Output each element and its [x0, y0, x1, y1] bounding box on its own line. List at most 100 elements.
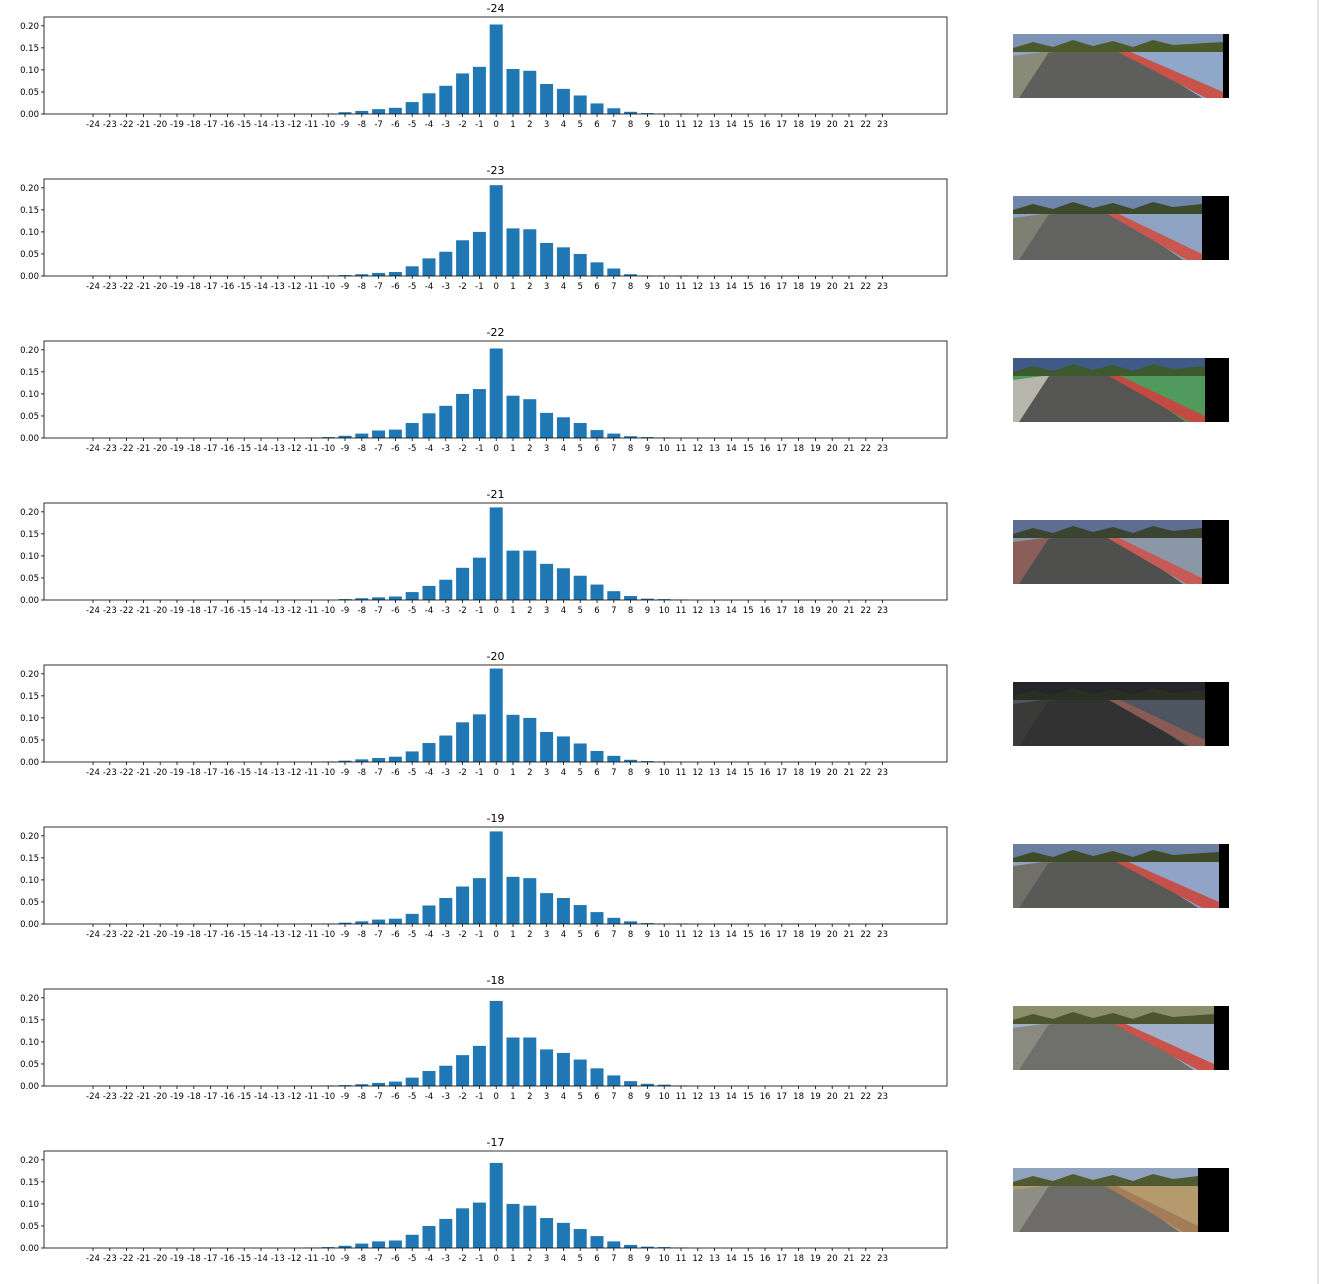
x-tick-label: 23	[877, 930, 888, 940]
bar	[506, 69, 520, 114]
x-tick-label: -22	[120, 930, 134, 940]
x-tick-label: 6	[594, 768, 599, 778]
x-tick-label: 18	[793, 930, 804, 940]
x-tick-label: 0	[493, 606, 498, 616]
bar	[489, 1000, 503, 1086]
x-tick-label: 16	[760, 1092, 771, 1102]
x-tick-label: -21	[136, 444, 150, 454]
bar	[556, 88, 570, 114]
x-tick-label: 14	[726, 282, 737, 292]
x-tick-label: -1	[475, 1254, 483, 1264]
x-tick-label: -7	[374, 282, 382, 292]
x-tick-label: -21	[136, 282, 150, 292]
x-tick-label: 12	[692, 930, 703, 940]
x-tick-label: 4	[561, 444, 566, 454]
x-tick-label: -1	[475, 444, 483, 454]
bar	[573, 253, 587, 276]
histogram-chart: -210.000.050.100.150.20-24 -23 -22 -21 -20 -1…	[20, 488, 948, 616]
bar	[540, 732, 554, 762]
x-tick-label: 17	[776, 930, 787, 940]
x-tick-label: -19	[170, 1092, 184, 1102]
bar	[405, 913, 419, 924]
x-tick-label: -13	[271, 768, 285, 778]
x-tick-label: 4	[561, 120, 566, 130]
bar	[456, 567, 470, 600]
histogram-chart: -170.000.050.100.150.20-24 -23 -22 -21 -20 -1…	[20, 1136, 948, 1264]
x-tick-label: -4	[425, 930, 433, 940]
y-tick-label: 0.15	[20, 206, 39, 216]
bar	[590, 262, 604, 276]
y-tick-label: 0.05	[20, 898, 39, 908]
bar	[540, 84, 554, 114]
x-tick-label: -11	[304, 1254, 318, 1264]
x-tick-label: -16	[220, 282, 234, 292]
histogram-column: -240.000.050.100.150.20-24 -23 -22 -21 -20 -1…	[20, 2, 948, 1264]
x-tick-label: -8	[358, 1092, 366, 1102]
bar	[624, 759, 638, 762]
y-tick-label: 0.20	[20, 508, 39, 518]
x-tick-label: -4	[425, 1092, 433, 1102]
x-tick-label: 19	[810, 606, 821, 616]
x-tick-label: -22	[120, 120, 134, 130]
x-tick-label: 12	[692, 606, 703, 616]
x-tick-label: -20	[153, 1254, 167, 1264]
x-tick-label: 13	[709, 606, 720, 616]
x-tick-label: 11	[676, 282, 687, 292]
x-tick-label: -11	[304, 1092, 318, 1102]
x-tick-label: 21	[844, 120, 855, 130]
x-tick-label: -23	[103, 606, 117, 616]
x-tick-label: -9	[341, 120, 349, 130]
x-tick-label: -3	[442, 930, 450, 940]
x-tick-label: 23	[877, 282, 888, 292]
x-tick-label: 2	[527, 1254, 532, 1264]
x-tick-label: -13	[271, 1092, 285, 1102]
x-tick-label: -19	[170, 606, 184, 616]
x-tick-label: 15	[743, 1254, 754, 1264]
bar	[556, 736, 570, 762]
x-tick-label: -15	[237, 1254, 251, 1264]
x-tick-label: 10	[659, 768, 670, 778]
bar	[372, 597, 386, 600]
x-tick-label: 22	[860, 768, 871, 778]
bar	[573, 575, 587, 600]
chart-title: -24	[487, 2, 505, 15]
x-tick-label: -13	[271, 282, 285, 292]
x-tick-label: -4	[425, 768, 433, 778]
bar	[489, 668, 503, 762]
bar	[624, 1244, 638, 1248]
x-tick-label: -1	[475, 606, 483, 616]
x-tick-label: 3	[544, 444, 549, 454]
y-tick-label: 0.00	[20, 110, 39, 120]
x-tick-label: 17	[776, 606, 787, 616]
bar	[506, 228, 520, 276]
x-tick-label: 23	[877, 1092, 888, 1102]
x-tick-label: 23	[877, 1254, 888, 1264]
bar	[540, 1218, 554, 1248]
x-tick-label: 9	[645, 120, 650, 130]
x-tick-label: 18	[793, 1254, 804, 1264]
x-tick-label: -11	[304, 606, 318, 616]
x-tick-label: -20	[153, 606, 167, 616]
x-tick-label: -20	[153, 1092, 167, 1102]
plot-frame	[43, 340, 948, 439]
x-tick-label: -20	[153, 930, 167, 940]
x-tick-label: 22	[860, 1092, 871, 1102]
bar	[624, 596, 638, 600]
x-tick-label: -19	[170, 768, 184, 778]
x-tick-label: 4	[561, 930, 566, 940]
x-tick-label: 13	[709, 120, 720, 130]
x-tick-label: 7	[611, 768, 616, 778]
camera-frame-image	[1013, 1006, 1229, 1070]
bar	[540, 412, 554, 438]
x-tick-label: -2	[458, 1254, 466, 1264]
x-tick-label: 0	[493, 282, 498, 292]
x-tick-label: 20	[827, 120, 838, 130]
x-tick-label: -5	[408, 768, 416, 778]
y-tick-label: 0.20	[20, 184, 39, 194]
bar	[439, 1218, 453, 1248]
x-tick-label: -13	[271, 120, 285, 130]
scrollbar[interactable]	[1317, 0, 1319, 1284]
x-tick-label: -18	[187, 282, 201, 292]
x-tick-label: 17	[776, 120, 787, 130]
x-tick-label: 17	[776, 444, 787, 454]
